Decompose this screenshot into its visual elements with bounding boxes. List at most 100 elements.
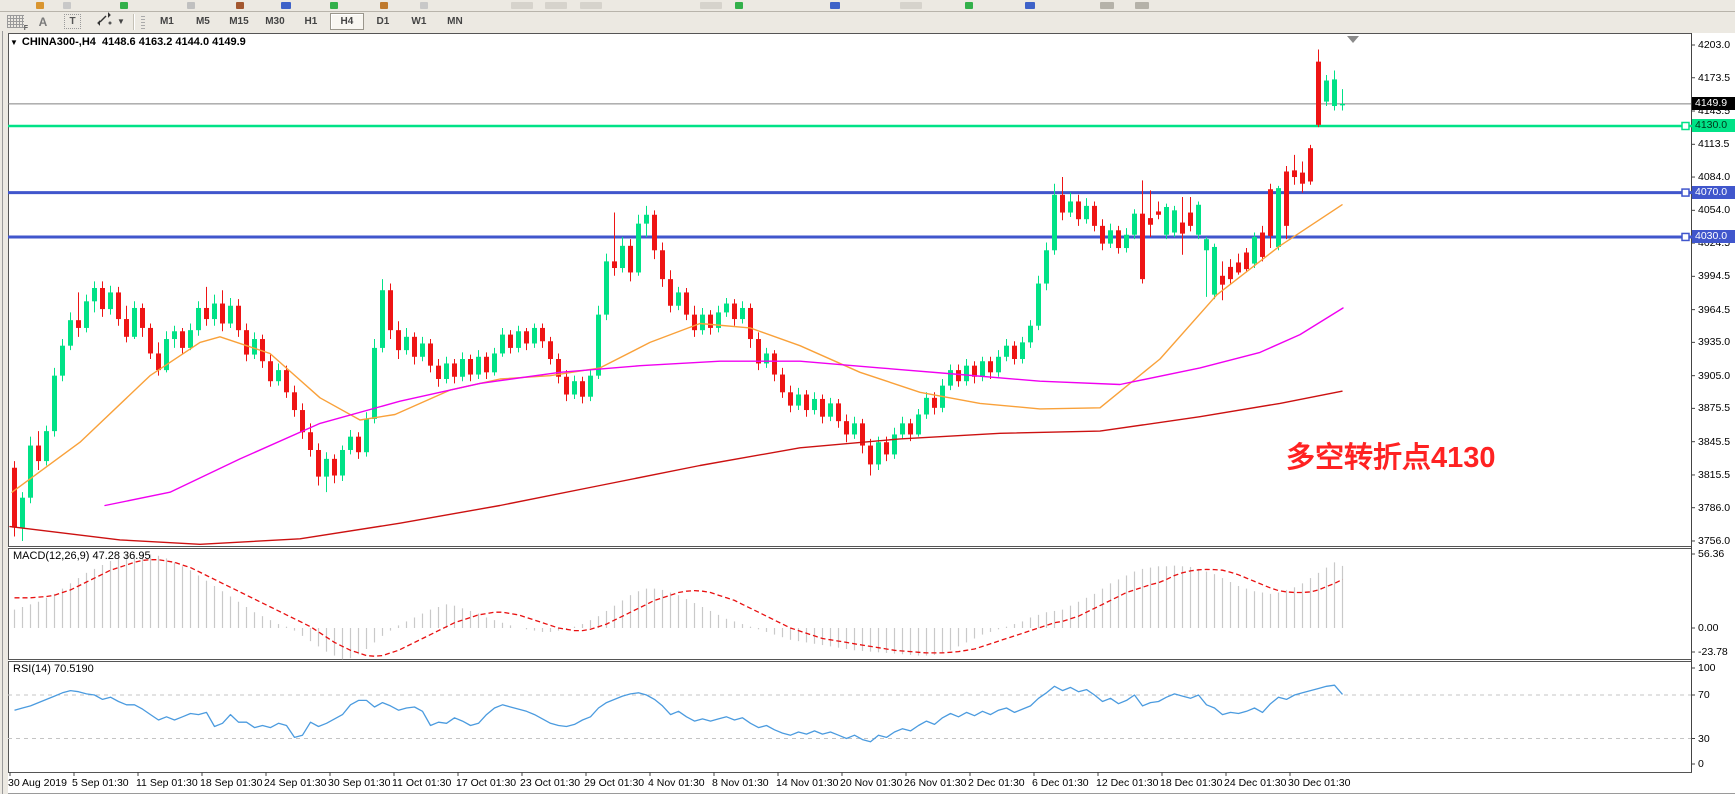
rsi-tick-label: 70 xyxy=(1698,689,1710,701)
clipped-toolbar-icon xyxy=(830,2,840,9)
rsi-plot xyxy=(8,684,1691,743)
moving-averages xyxy=(9,204,1344,545)
timeframe-button-M15[interactable]: M15 xyxy=(229,16,249,27)
price-tick-label: 3905.0 xyxy=(1698,369,1731,382)
time-tick-label: 30 Sep 01:30 xyxy=(328,777,391,789)
timeframe-button-MN[interactable]: MN xyxy=(447,16,463,27)
candlesticks xyxy=(12,49,1345,541)
price-tick-label: 3935.0 xyxy=(1698,336,1731,349)
clipped-toolbar-icon xyxy=(580,2,602,9)
clipped-toolbar-icon xyxy=(700,2,722,9)
time-tick-label: 26 Nov 01:30 xyxy=(904,777,967,789)
clipped-toolbar-icon xyxy=(281,2,291,9)
clipped-toolbar-icon xyxy=(236,2,244,9)
clipped-toolbar-icon xyxy=(420,2,428,9)
time-tick-label: 18 Dec 01:30 xyxy=(1160,777,1223,789)
symbol-ohlc-label[interactable]: ▼ CHINA300-,H4 4148.6 4163.2 4144.0 4149.… xyxy=(10,36,246,48)
timeframe-button-M30[interactable]: M30 xyxy=(265,16,285,27)
time-tick-label: 30 Dec 01:30 xyxy=(1288,777,1351,789)
price-badge-4149.9: 4149.9 xyxy=(1692,97,1735,111)
price-badge-4070.0: 4070.0 xyxy=(1692,186,1735,200)
price-badge-4130.0: 4130.0 xyxy=(1692,119,1735,133)
time-tick-label: 30 Aug 2019 xyxy=(8,777,67,789)
price-tick-label: 3994.5 xyxy=(1698,270,1731,283)
toolbar-separator xyxy=(132,13,135,30)
clipped-toolbar-icon xyxy=(545,2,567,9)
price-tick-label: 3756.0 xyxy=(1698,534,1731,547)
time-tick-label: 5 Sep 01:30 xyxy=(72,777,129,789)
clipped-toolbar-icon xyxy=(330,2,338,9)
clipped-toolbar-icon xyxy=(1100,2,1114,9)
rsi-tick-label: 30 xyxy=(1698,732,1710,745)
price-tick-label: 4113.5 xyxy=(1698,138,1730,151)
clipped-toolbar-icon xyxy=(187,2,195,9)
text-box-icon[interactable]: T xyxy=(64,14,81,29)
rsi-indicator-label: RSI(14) 70.5190 xyxy=(13,663,94,675)
arrange-objects-icon[interactable] xyxy=(97,12,113,31)
timeframe-group: M1 M5 M15 M30 H1 H4 D1 W1 MN xyxy=(149,13,473,30)
time-tick-label: 12 Dec 01:30 xyxy=(1096,777,1159,789)
price-tick-label: 3964.5 xyxy=(1698,303,1731,316)
time-tick-label: 11 Oct 01:30 xyxy=(392,777,452,789)
text-label-icon[interactable]: A xyxy=(38,14,48,29)
timeframe-button-H4[interactable]: H4 xyxy=(329,13,364,30)
ma-fast-orange xyxy=(11,204,1343,493)
chart-text-annotation[interactable]: 多空转折点4130 xyxy=(1286,442,1496,474)
clipped-toolbar-icon xyxy=(380,2,388,9)
macd-tick-label: 0.00 xyxy=(1698,622,1719,634)
macd-indicator-label: MACD(12,26,9) 47.28 36.95 xyxy=(13,550,151,562)
time-tick-label: 6 Dec 01:30 xyxy=(1032,777,1089,789)
clipped-toolbar-icon xyxy=(1025,2,1035,9)
timeframe-button-H1[interactable]: H1 xyxy=(304,16,318,27)
time-tick-label: 24 Sep 01:30 xyxy=(264,777,327,789)
macd-signal-line xyxy=(14,559,1343,657)
price-tick-label: 4173.5 xyxy=(1698,71,1731,84)
timeframe-button-M1[interactable]: M1 xyxy=(159,16,174,27)
price-tick-label: 3845.5 xyxy=(1698,435,1731,448)
toolbar-drag-handle[interactable] xyxy=(140,14,145,29)
macd-tick-label: 56.36 xyxy=(1698,547,1725,560)
toolbar: F A T ▼ M1 M5 M15 M30 H1 H4 D1 W1 MN xyxy=(0,12,1735,32)
rsi-tick-label: 0 xyxy=(1698,758,1704,770)
symbol-dropdown-icon[interactable]: ▼ xyxy=(10,38,18,47)
horizontal-line-objects[interactable] xyxy=(8,103,1735,242)
timeframe-button-W1[interactable]: W1 xyxy=(411,16,427,27)
time-tick-label: 29 Oct 01:30 xyxy=(584,777,645,789)
time-tick-label: 17 Oct 01:30 xyxy=(456,777,517,789)
price-tick-label: 3875.5 xyxy=(1698,402,1731,415)
clipped-toolbar-icon xyxy=(735,2,743,9)
price-badge-4030.0: 4030.0 xyxy=(1692,230,1735,244)
time-tick-label: 14 Nov 01:30 xyxy=(776,777,839,789)
scroll-end-marker xyxy=(1347,36,1359,43)
price-tick-label: 4203.0 xyxy=(1698,39,1731,51)
clipped-toolbar-icon xyxy=(511,2,533,9)
time-tick-label: 11 Sep 01:30 xyxy=(136,777,198,789)
macd-tick-label: -23.78 xyxy=(1698,646,1728,658)
clipped-toolbar-icon xyxy=(965,2,973,9)
time-tick-label: 2 Dec 01:30 xyxy=(968,777,1025,789)
clipped-toolbar-icon xyxy=(63,2,71,9)
time-tick-label: 18 Sep 01:30 xyxy=(200,777,263,789)
price-tick-label: 4054.0 xyxy=(1698,204,1731,217)
chevron-down-icon[interactable]: ▼ xyxy=(117,17,125,26)
time-tick-label: 4 Nov 01:30 xyxy=(648,777,705,789)
time-tick-label: 24 Dec 01:30 xyxy=(1224,777,1287,789)
time-tick-label: 8 Nov 01:30 xyxy=(712,777,769,789)
timeframe-button-M5[interactable]: M5 xyxy=(195,16,210,27)
price-tick-label: 3815.5 xyxy=(1698,468,1731,481)
time-tick-label: 23 Oct 01:30 xyxy=(520,777,581,789)
time-tick-label: 20 Nov 01:30 xyxy=(840,777,903,789)
grid-snap-icon[interactable]: F xyxy=(7,15,28,32)
clipped-toolbar-icon xyxy=(36,2,44,9)
clipped-toolbar-icon xyxy=(120,2,128,9)
ma-mid-magenta xyxy=(104,307,1344,507)
rsi-line xyxy=(14,684,1343,743)
clipped-toolbar-icon xyxy=(1135,2,1149,9)
ma-slow-red xyxy=(9,390,1343,545)
price-tick-label: 3786.0 xyxy=(1698,501,1731,514)
timeframe-button-D1[interactable]: D1 xyxy=(376,16,390,27)
clipped-toolbar-icon xyxy=(900,2,922,9)
rsi-tick-label: 100 xyxy=(1698,662,1716,674)
